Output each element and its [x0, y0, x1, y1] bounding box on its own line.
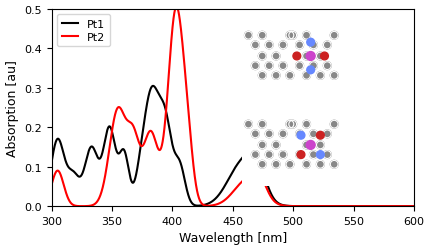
Pt2	[90, 204, 95, 207]
Pt1	[112, 142, 117, 144]
Pt1	[188, 200, 193, 203]
Line: Pt1: Pt1	[52, 86, 414, 206]
Pt1	[204, 203, 209, 206]
Pt2	[204, 204, 209, 207]
Pt1	[150, 85, 156, 88]
Pt2	[404, 205, 409, 208]
Pt2	[188, 136, 193, 138]
Pt1	[412, 205, 417, 208]
Pt1	[90, 146, 95, 149]
Pt1	[49, 161, 54, 164]
Pt2	[366, 205, 371, 208]
X-axis label: Wavelength [nm]: Wavelength [nm]	[178, 232, 287, 244]
Pt2	[412, 205, 417, 208]
Pt1	[366, 205, 371, 208]
Line: Pt2: Pt2	[52, 8, 414, 206]
Legend: Pt1, Pt2: Pt1, Pt2	[57, 15, 110, 47]
Pt2	[49, 183, 54, 186]
Pt2	[174, 6, 179, 9]
Y-axis label: Absorption [au]: Absorption [au]	[6, 60, 18, 156]
Pt1	[404, 205, 409, 208]
Pt2	[112, 116, 117, 119]
